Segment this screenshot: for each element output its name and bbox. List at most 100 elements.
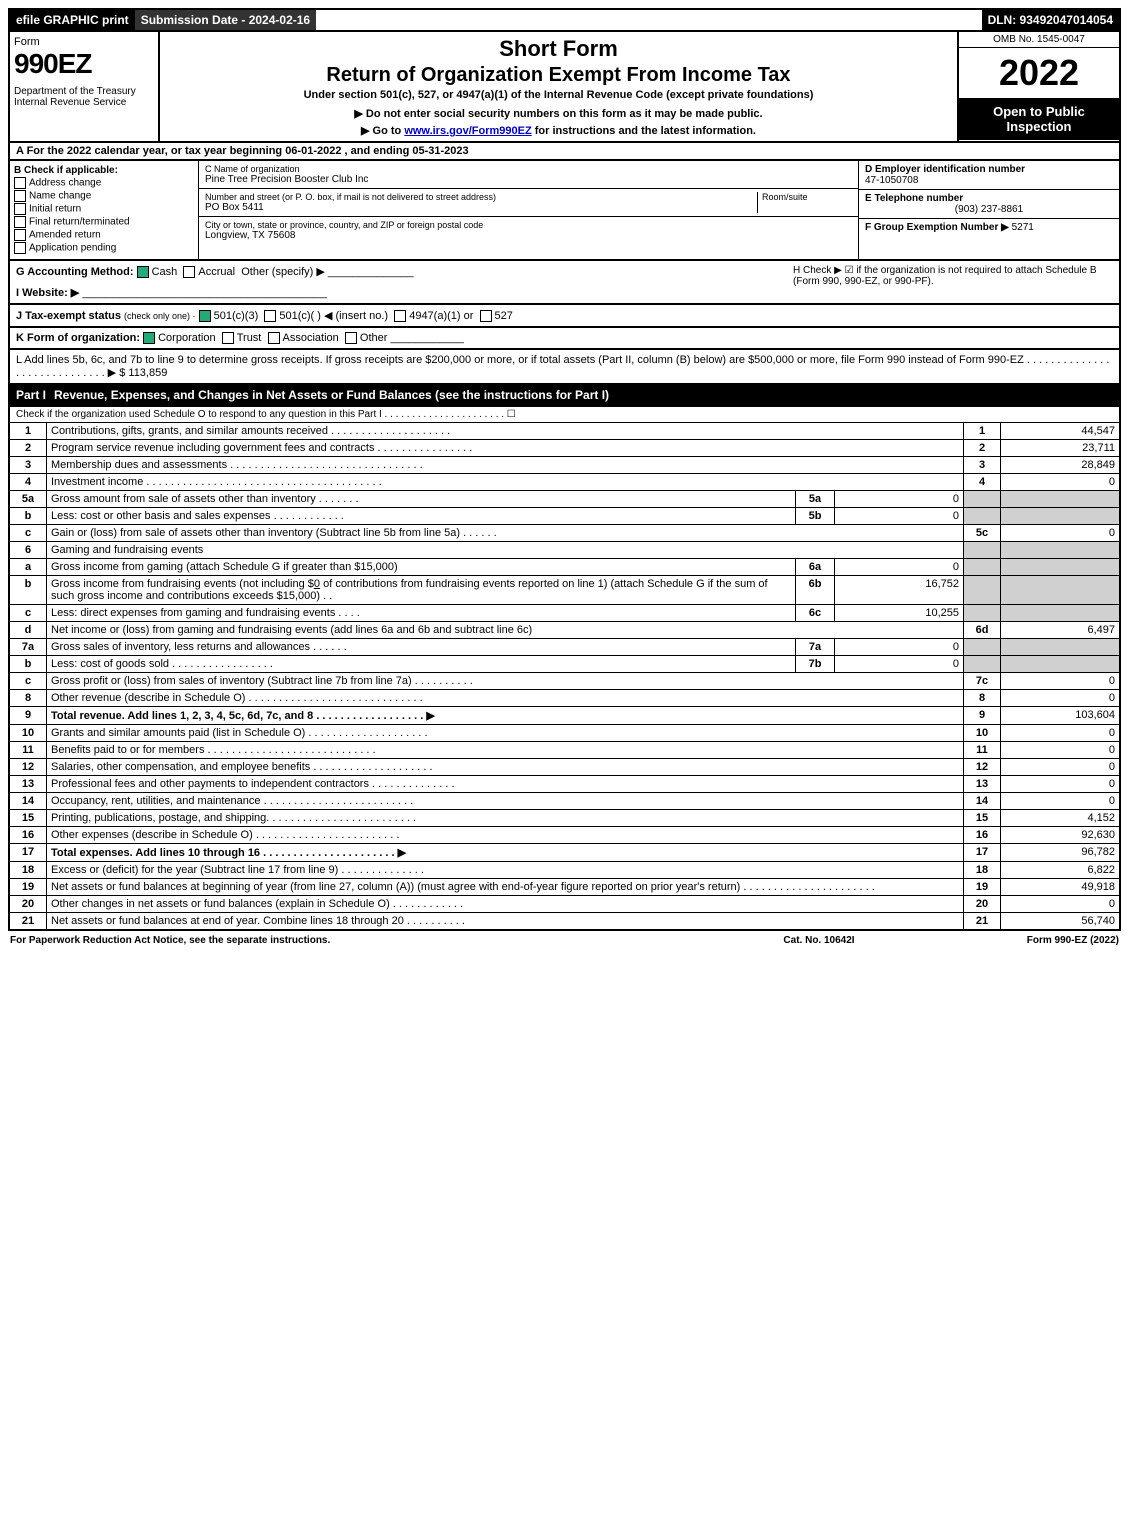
org-name: Pine Tree Precision Booster Club Inc	[205, 174, 852, 185]
j-527-check[interactable]	[480, 310, 492, 322]
k-corp-check[interactable]	[143, 332, 155, 344]
goto-pre: ▶ Go to	[361, 125, 404, 137]
part1-header: Part I Revenue, Expenses, and Changes in…	[8, 385, 1121, 407]
k-other-check[interactable]	[345, 332, 357, 344]
irs-link[interactable]: www.irs.gov/Form990EZ	[404, 125, 531, 137]
dln-label: DLN: 93492047014054	[982, 10, 1119, 30]
line-6d: dNet income or (loss) from gaming and fu…	[9, 622, 1120, 639]
b-opt-address[interactable]: Address change	[14, 177, 194, 189]
form-number: 990EZ	[14, 48, 154, 80]
g-cash-check[interactable]	[137, 266, 149, 278]
c-city-lbl: City or town, state or province, country…	[205, 220, 852, 230]
line-19: 19Net assets or fund balances at beginni…	[9, 879, 1120, 896]
line-12: 12Salaries, other compensation, and empl…	[9, 759, 1120, 776]
g-lbl: G Accounting Method:	[16, 266, 134, 278]
footer-notice: For Paperwork Reduction Act Notice, see …	[10, 935, 719, 946]
row-l: L Add lines 5b, 6c, and 7b to line 9 to …	[8, 350, 1121, 385]
k-assoc-check[interactable]	[268, 332, 280, 344]
line-17: 17Total expenses. Add lines 10 through 1…	[9, 844, 1120, 862]
line-10: 10Grants and similar amounts paid (list …	[9, 725, 1120, 742]
c-street-cell: Number and street (or P. O. box, if mail…	[199, 189, 858, 217]
line-4: 4Investment income . . . . . . . . . . .…	[9, 474, 1120, 491]
org-city: Longview, TX 75608	[205, 230, 852, 241]
short-form-title: Short Form	[168, 36, 949, 62]
goto-line: ▶ Go to www.irs.gov/Form990EZ for instru…	[168, 124, 949, 137]
tax-year: 2022	[959, 48, 1119, 98]
omb-number: OMB No. 1545-0047	[959, 32, 1119, 48]
goto-post: for instructions and the latest informat…	[532, 125, 756, 137]
b-opt-pending[interactable]: Application pending	[14, 242, 194, 254]
line-1: 1Contributions, gifts, grants, and simil…	[9, 423, 1120, 440]
footer-formref: Form 990-EZ (2022)	[919, 935, 1119, 946]
col-b: B Check if applicable: Address change Na…	[10, 161, 199, 259]
line-13: 13Professional fees and other payments t…	[9, 776, 1120, 793]
i-lbl: I Website: ▶	[16, 287, 79, 299]
b-opt-final[interactable]: Final return/terminated	[14, 216, 194, 228]
c-city-cell: City or town, state or province, country…	[199, 217, 858, 244]
form-header: Form 990EZ Department of the Treasury In…	[8, 32, 1121, 143]
form-word: Form	[14, 36, 154, 48]
c-name-lbl: C Name of organization	[205, 164, 852, 174]
e-cell: E Telephone number (903) 237-8861	[859, 190, 1119, 219]
dept-label: Department of the Treasury Internal Reve…	[14, 86, 154, 108]
line-5b: bLess: cost or other basis and sales exp…	[9, 508, 1120, 525]
efile-label[interactable]: efile GRAPHIC print	[10, 10, 135, 30]
e-lbl: E Telephone number	[865, 193, 1113, 204]
col-def: D Employer identification number 47-1050…	[858, 161, 1119, 259]
j-501c-check[interactable]	[264, 310, 276, 322]
line-7a: 7aGross sales of inventory, less returns…	[9, 639, 1120, 656]
line-16: 16Other expenses (describe in Schedule O…	[9, 827, 1120, 844]
top-bar: efile GRAPHIC print Submission Date - 20…	[8, 8, 1121, 32]
line-2: 2Program service revenue including gover…	[9, 440, 1120, 457]
c-street-lbl: Number and street (or P. O. box, if mail…	[205, 192, 757, 202]
c-name-cell: C Name of organization Pine Tree Precisi…	[199, 161, 858, 189]
b-label: B Check if applicable:	[14, 165, 194, 176]
line-6: 6Gaming and fundraising events	[9, 542, 1120, 559]
title-block: Short Form Return of Organization Exempt…	[160, 32, 957, 141]
l-text: L Add lines 5b, 6c, and 7b to line 9 to …	[16, 354, 1109, 379]
return-title: Return of Organization Exempt From Incom…	[168, 64, 949, 87]
part1-sub: Check if the organization used Schedule …	[8, 407, 1121, 422]
line-6c: cLess: direct expenses from gaming and f…	[9, 605, 1120, 622]
j-501c3-check[interactable]	[199, 310, 211, 322]
footer-catno: Cat. No. 10642I	[719, 935, 919, 946]
row-j: J Tax-exempt status (check only one) · 5…	[8, 305, 1121, 328]
c-room-lbl: Room/suite	[762, 192, 852, 202]
under-section: Under section 501(c), 527, or 4947(a)(1)…	[168, 89, 949, 101]
part1-label: Part I	[16, 388, 54, 402]
f-lbl: F Group Exemption Number ▶	[865, 222, 1009, 233]
part1-table: 1Contributions, gifts, grants, and simil…	[8, 422, 1121, 931]
line-5c: cGain or (loss) from sale of assets othe…	[9, 525, 1120, 542]
open-to-public: Open to Public Inspection	[959, 98, 1119, 140]
row-gh: G Accounting Method: Cash Accrual Other …	[8, 261, 1121, 305]
group-exemption: 5271	[1012, 222, 1034, 233]
g-accrual-check[interactable]	[183, 266, 195, 278]
page-footer: For Paperwork Reduction Act Notice, see …	[8, 931, 1121, 950]
k-lbl: K Form of organization:	[16, 332, 140, 344]
j-4947-check[interactable]	[394, 310, 406, 322]
f-cell: F Group Exemption Number ▶ 5271	[859, 219, 1119, 236]
line-11: 11Benefits paid to or for members . . . …	[9, 742, 1120, 759]
h-schedule-b: H Check ▶ ☑ if the organization is not r…	[793, 265, 1113, 299]
row-k: K Form of organization: Corporation Trus…	[8, 328, 1121, 350]
ein-value: 47-1050708	[865, 175, 1113, 186]
k-trust-check[interactable]	[222, 332, 234, 344]
b-opt-name[interactable]: Name change	[14, 190, 194, 202]
year-block: OMB No. 1545-0047 2022 Open to Public In…	[957, 32, 1119, 141]
col-c: C Name of organization Pine Tree Precisi…	[199, 161, 858, 259]
part1-title: Revenue, Expenses, and Changes in Net As…	[54, 388, 609, 402]
j-lbl: J Tax-exempt status	[16, 310, 121, 322]
line-18: 18Excess or (deficit) for the year (Subt…	[9, 862, 1120, 879]
line-21: 21Net assets or fund balances at end of …	[9, 913, 1120, 931]
form-id-block: Form 990EZ Department of the Treasury In…	[10, 32, 160, 141]
submission-date: Submission Date - 2024-02-16	[135, 10, 316, 30]
line-7b: bLess: cost of goods sold . . . . . . . …	[9, 656, 1120, 673]
phone-value: (903) 237-8861	[865, 204, 1113, 215]
d-cell: D Employer identification number 47-1050…	[859, 161, 1119, 190]
b-opt-amended[interactable]: Amended return	[14, 229, 194, 241]
line-20: 20Other changes in net assets or fund ba…	[9, 896, 1120, 913]
line-14: 14Occupancy, rent, utilities, and mainte…	[9, 793, 1120, 810]
line-6a: aGross income from gaming (attach Schedu…	[9, 559, 1120, 576]
line-7c: cGross profit or (loss) from sales of in…	[9, 673, 1120, 690]
b-opt-initial[interactable]: Initial return	[14, 203, 194, 215]
